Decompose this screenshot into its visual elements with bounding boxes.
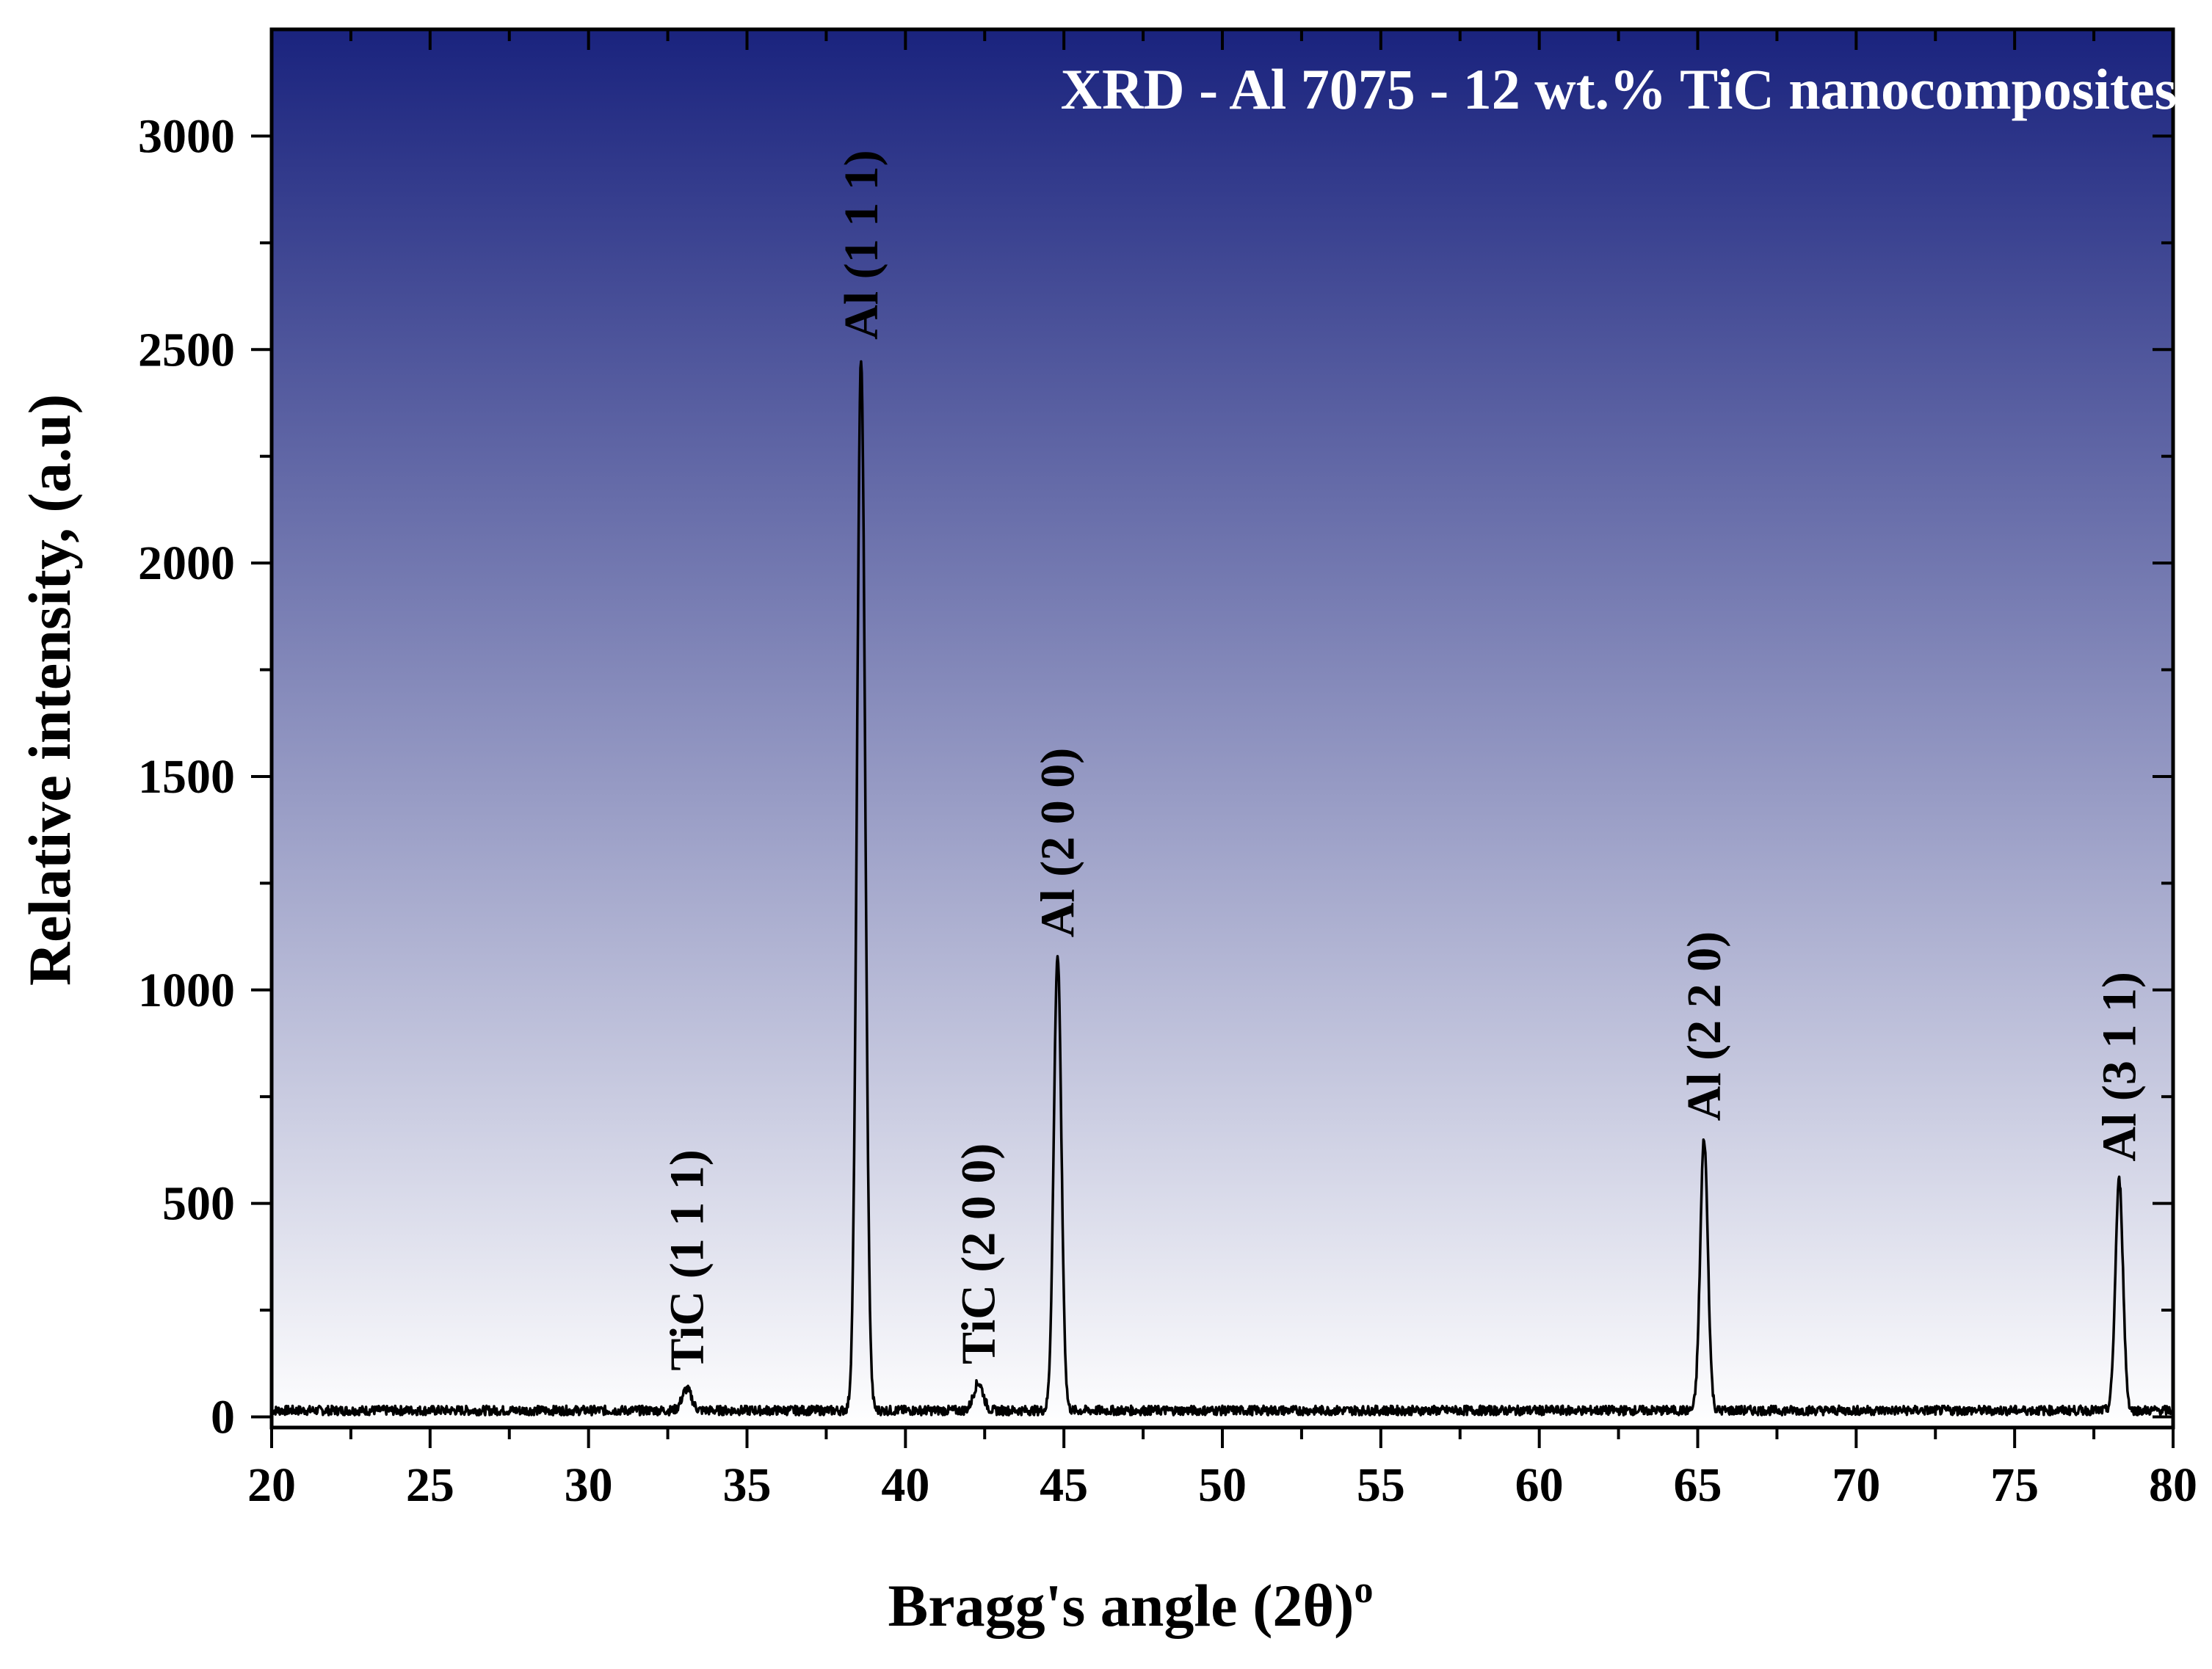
x-tick-label: 75 xyxy=(1990,1458,2039,1512)
x-axis-label-text: Bragg's angle (2θ) xyxy=(888,1572,1355,1639)
peak-label: Al (3 1 1) xyxy=(2093,972,2147,1161)
x-tick-label: 65 xyxy=(1674,1458,1722,1512)
x-tick-label: 50 xyxy=(1198,1458,1247,1512)
y-tick-label: 1500 xyxy=(138,750,235,804)
peak-label: TiC (2 0 0) xyxy=(952,1143,1006,1364)
x-tick-label: 55 xyxy=(1357,1458,1405,1512)
x-tick-label: 25 xyxy=(406,1458,454,1512)
peak-label: Al (2 0 0) xyxy=(1031,748,1085,937)
y-tick-label: 2500 xyxy=(138,323,235,377)
chart-title: XRD - Al 7075 - 12 wt.% TiC nanocomposit… xyxy=(1061,57,2177,121)
plot-frame xyxy=(269,27,2175,1430)
plot-background xyxy=(272,29,2173,1428)
x-tick-label: 30 xyxy=(565,1458,613,1512)
y-tick-label: 0 xyxy=(211,1390,235,1444)
y-tick-label: 3000 xyxy=(138,109,235,163)
x-tick-label: 20 xyxy=(247,1458,296,1512)
x-tick-label: 80 xyxy=(2149,1458,2197,1512)
x-tick-label: 35 xyxy=(723,1458,772,1512)
peak-label: Al (1 1 1) xyxy=(835,150,888,339)
x-tick-label: 45 xyxy=(1040,1458,1088,1512)
y-tick-label: 1000 xyxy=(138,964,235,1017)
peak-labels: TiC (1 1 1) Al (1 1 1) TiC (2 0 0) Al (2 0 … xyxy=(661,150,2147,1370)
xrd-pattern-line xyxy=(270,360,2175,1417)
x-tick-label: 60 xyxy=(1515,1458,1564,1512)
x-axis-label-superscript: o xyxy=(1354,1569,1373,1611)
x-axis-label: Bragg's angle (2θ)o xyxy=(888,1569,1374,1639)
x-tick-label: 70 xyxy=(1832,1458,1880,1512)
ticks-layer: 20 25 30 35 40 45 50 55 60 65 70 75 80 0 500 1000 1500 20… xyxy=(138,29,2197,1512)
peak-label: Al (2 2 0) xyxy=(1678,931,1731,1121)
y-axis-label: Relative intensity, (a.u) xyxy=(16,394,83,986)
y-tick-label: 500 xyxy=(162,1177,235,1231)
peak-label: TiC (1 1 1) xyxy=(661,1149,714,1370)
y-tick-label: 2000 xyxy=(138,537,235,590)
x-tick-label: 40 xyxy=(881,1458,929,1512)
